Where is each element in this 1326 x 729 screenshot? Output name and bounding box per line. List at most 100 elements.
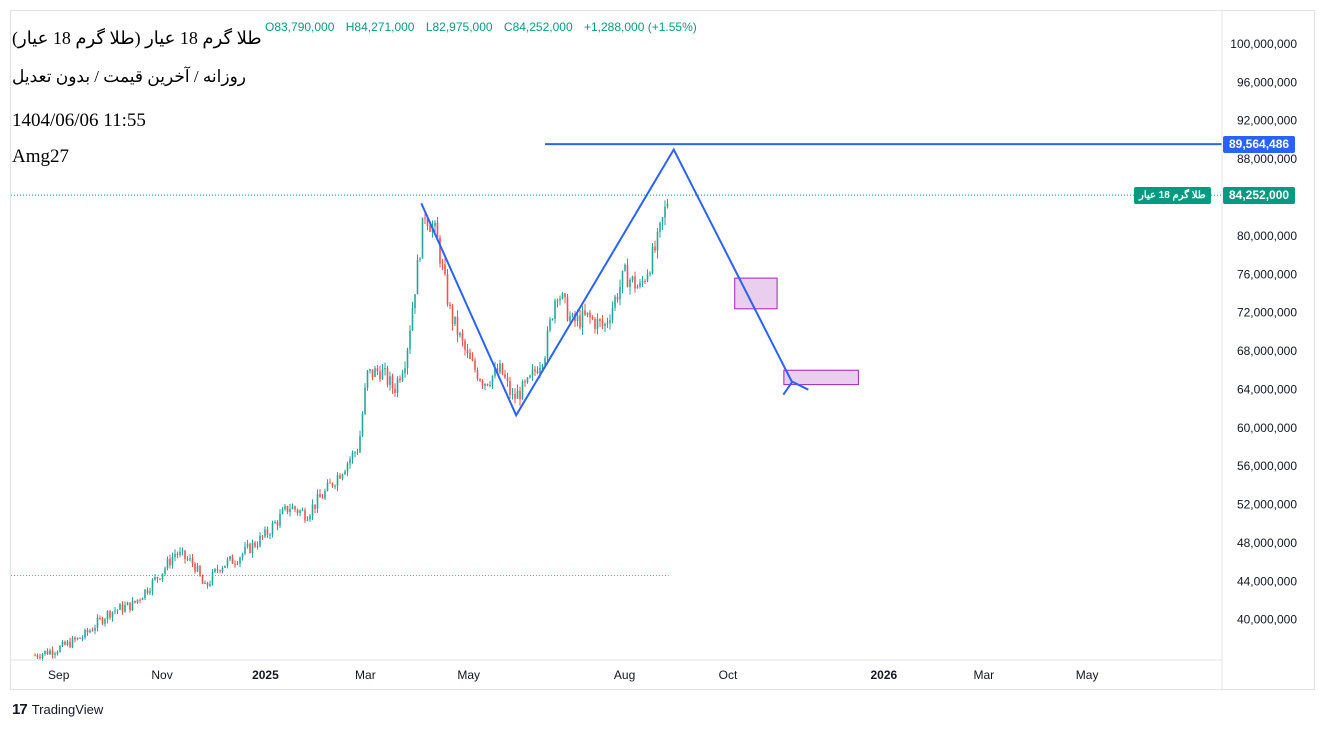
price-tick-label: 96,000,000 [1237,75,1297,89]
time-tick-label: Oct [719,668,738,682]
candle-body [44,650,46,654]
price-tick-label: 48,000,000 [1237,536,1297,550]
candle-body [166,558,169,569]
candle-body [164,568,166,574]
candle-body [179,551,181,555]
candle-body [299,510,301,513]
time-tick-label: Mar [973,668,994,682]
time-tick-label: Sep [48,668,70,682]
candle-body [121,604,124,612]
candle-body [94,627,96,631]
candle-body [384,367,386,370]
chart-frame[interactable] [10,10,1315,690]
candle-body [266,529,269,535]
candle-body [149,591,151,593]
candle-body [181,550,184,552]
candle-body [536,371,539,374]
time-tick-label: May [1076,668,1099,682]
candle-body [354,452,356,454]
candle-body [629,279,631,288]
candle-body [469,352,471,359]
candle-body [594,319,596,329]
candle-body [394,388,396,393]
candle-body [579,315,581,328]
candle-body [441,263,444,265]
candle-body [344,471,346,475]
price-tick-label: 60,000,000 [1237,421,1297,435]
tradingview-logo-text: TradingView [31,702,104,717]
candle-body [114,610,116,612]
projection-zones[interactable] [734,277,859,386]
candle-body [349,459,351,464]
time-tick-label: Aug [614,668,635,682]
candle-body [154,577,156,580]
price-tick-label: 88,000,000 [1237,152,1297,166]
candle-body [646,274,649,282]
candle-body [144,589,146,599]
candle-body [449,304,451,307]
candle-body [264,529,266,537]
candle-body [324,490,326,499]
candle-body [641,281,644,283]
price-tick-label: 92,000,000 [1237,114,1297,128]
candle-body [151,579,154,592]
candle-body [634,276,636,289]
candle-body [101,618,104,624]
ohlc-change: +1,288,000 (+1.55%) [583,20,697,34]
tradingview-logo[interactable]: 17 TradingView [12,701,103,718]
candle-body [446,274,449,305]
candle-body [139,599,141,601]
time-tick-label: Nov [151,668,172,682]
candle-body [346,463,349,472]
candle-body [419,258,421,260]
candle-body [309,515,311,520]
candle-body [291,506,294,510]
candle-body [304,510,306,521]
zigzag-drawing[interactable] [420,143,1222,418]
last-price-tag: 84,252,000 [1223,186,1296,204]
candle-body [231,556,234,564]
candle-body [631,276,634,280]
target-price-tag[interactable]: 89,564,486 [1223,135,1296,153]
candle-body [601,320,604,326]
candle-body [404,368,406,374]
candle-body [414,294,416,309]
candle-body [119,604,121,610]
price-axis[interactable]: 100,000,000 96,000,000 92,000,000 88,000,00… [1221,11,1297,689]
candle-body [556,300,559,302]
time-tick-label: 2025 [252,668,279,682]
price-tick-label: 76,000,000 [1237,267,1297,281]
candle-body [359,435,361,453]
candle-body [566,297,569,321]
candle-body [191,558,194,564]
candle-body [421,217,424,259]
candle-body [586,312,589,315]
candle-body [234,563,236,565]
candle-body [79,637,81,639]
time-tick-label: May [457,668,480,682]
candle-body [439,237,441,264]
candle-body [484,383,486,386]
candle-body [389,376,391,385]
time-axis[interactable]: Sep Nov 2025 Mar May Aug Oct 2026 Mar May [11,659,1222,682]
candle-body [251,542,254,554]
price-tick-label: 64,000,000 [1237,382,1297,396]
candle-body [239,557,241,564]
candle-body [581,310,584,328]
candle-body [621,270,624,287]
candle-body [294,506,296,510]
candle-body [649,272,651,275]
candle-body [604,323,606,326]
candle-body [409,330,411,350]
candle-body [524,381,526,383]
candle-body [116,609,119,611]
candle-body [464,340,466,350]
candle-body [576,315,579,322]
candle-body [656,231,659,251]
candle-body [399,378,401,381]
candle-body [476,369,479,380]
candle-body [66,641,69,645]
candle-body [274,522,276,524]
candle-body [531,369,534,376]
